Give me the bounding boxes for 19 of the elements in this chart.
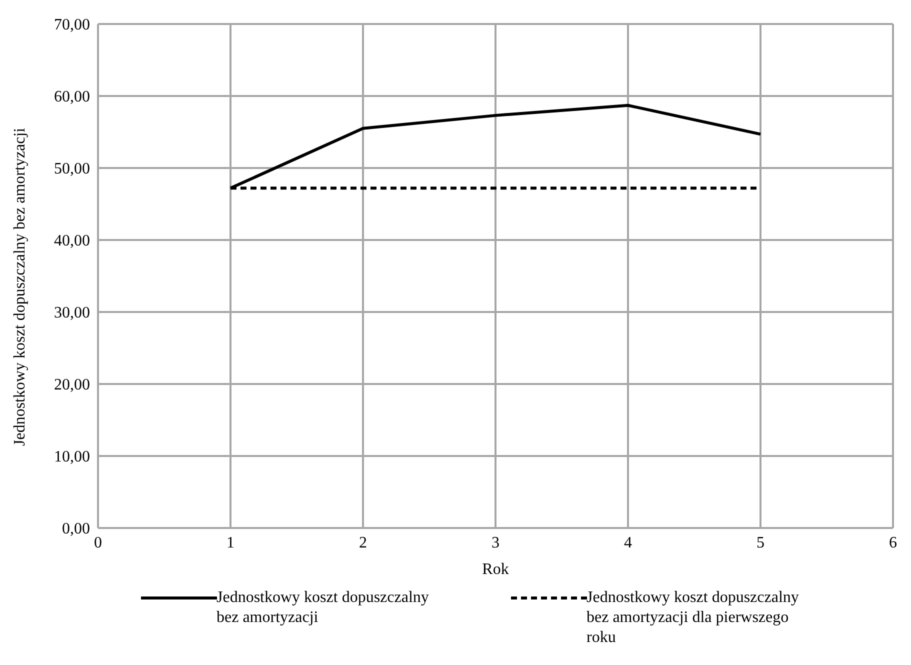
x-tick-label: 6: [889, 534, 897, 552]
y-tick-label: 70,00: [54, 16, 90, 34]
x-tick-label: 0: [94, 534, 102, 552]
y-axis-title: Jednostkowy koszt dopuszczalny bez amortyzacji: [12, 127, 29, 446]
legend-label: Jednostkowy koszt dopuszczalny bez amortyzacji dla pierwszego roku: [586, 588, 800, 648]
y-tick-label: 0,00: [62, 520, 90, 538]
legend-label: Jednostkowy koszt dopuszczalny bez amortyzacji: [216, 588, 430, 628]
x-tick-label: 2: [359, 534, 367, 552]
y-tick-label: 10,00: [54, 448, 90, 466]
x-tick-label: 5: [756, 534, 764, 552]
y-tick-label: 60,00: [54, 88, 90, 106]
y-tick-label: 40,00: [54, 232, 90, 250]
x-tick-label: 4: [624, 534, 632, 552]
y-tick-label: 30,00: [54, 304, 90, 322]
x-tick-label: 1: [226, 534, 234, 552]
y-tick-label: 20,00: [54, 376, 90, 394]
x-tick-label: 3: [492, 534, 500, 552]
y-tick-label: 50,00: [54, 160, 90, 178]
x-axis-title: Rok: [482, 561, 509, 578]
